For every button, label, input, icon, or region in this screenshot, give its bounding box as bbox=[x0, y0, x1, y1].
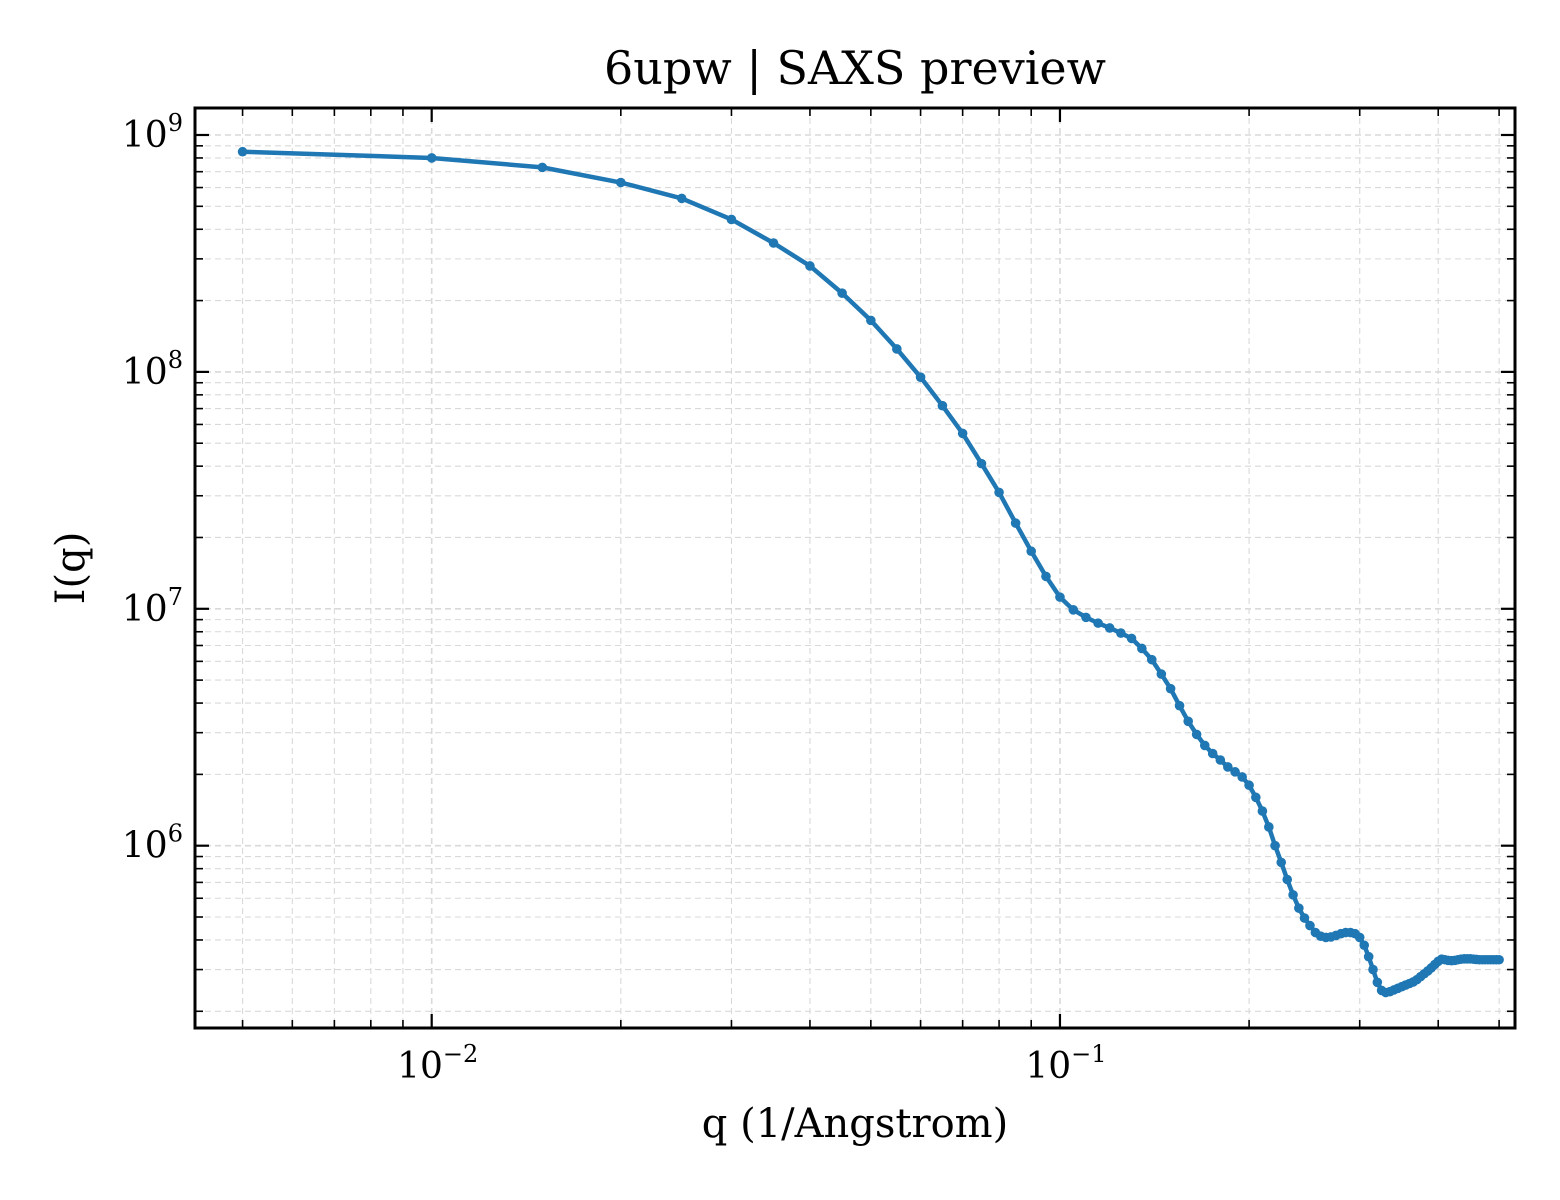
data-point bbox=[1041, 571, 1051, 582]
x-tick-label-exponent: −1 bbox=[1071, 1040, 1106, 1068]
y-tick-label: 109 bbox=[122, 109, 183, 156]
data-point bbox=[1251, 792, 1261, 803]
data-point bbox=[1264, 822, 1274, 832]
data-point bbox=[1215, 755, 1226, 765]
data-point bbox=[1244, 780, 1254, 791]
data-point bbox=[1199, 740, 1210, 751]
data-point bbox=[937, 400, 948, 411]
y-tick-label-base: 10 bbox=[122, 826, 168, 867]
data-point bbox=[676, 193, 687, 204]
y-tick-label-base: 10 bbox=[122, 352, 168, 393]
grid bbox=[195, 108, 1515, 1028]
data-point bbox=[1368, 964, 1378, 975]
data-point bbox=[1359, 940, 1370, 951]
data-point bbox=[976, 458, 987, 469]
data-point bbox=[1257, 806, 1268, 816]
data-point bbox=[1354, 932, 1365, 943]
axes-frame bbox=[193, 106, 1517, 1030]
x-axis-label: q (1/Angstrom) bbox=[702, 1101, 1008, 1147]
data-point bbox=[1174, 700, 1185, 711]
data-point bbox=[1288, 890, 1298, 900]
y-tick-label: 108 bbox=[122, 346, 183, 393]
data-point bbox=[994, 487, 1004, 498]
data-point bbox=[892, 344, 902, 354]
data-point bbox=[1116, 628, 1126, 638]
data-point bbox=[1270, 840, 1280, 851]
data-point bbox=[957, 428, 968, 439]
major-ticks bbox=[195, 108, 1515, 1028]
chart-title: 6upw | SAXS preview bbox=[604, 41, 1106, 95]
data-point bbox=[1207, 748, 1218, 759]
x-tick-label-base: 10 bbox=[397, 1046, 443, 1087]
data-point bbox=[1305, 920, 1315, 931]
data-point bbox=[1126, 633, 1137, 644]
minor-ticks bbox=[195, 108, 1515, 1028]
data-point bbox=[1093, 618, 1103, 628]
data-point bbox=[1146, 654, 1157, 665]
data-point bbox=[1010, 518, 1021, 528]
data-point bbox=[805, 261, 815, 271]
y-tick-label-exponent: 6 bbox=[168, 820, 183, 848]
y-tick-label: 107 bbox=[122, 583, 183, 630]
data-point bbox=[426, 153, 437, 163]
data-point bbox=[237, 146, 248, 157]
data-point bbox=[866, 315, 876, 326]
data-point bbox=[915, 372, 926, 382]
data-point bbox=[537, 162, 548, 173]
x-tick-label-exponent: −2 bbox=[443, 1040, 478, 1068]
data-point bbox=[1137, 643, 1147, 654]
data-point bbox=[1363, 951, 1374, 962]
data-point bbox=[1299, 913, 1310, 923]
data-point bbox=[726, 214, 737, 225]
data-point bbox=[1055, 592, 1065, 602]
data-point bbox=[1276, 857, 1287, 868]
y-tick-label: 106 bbox=[122, 820, 183, 867]
data-point bbox=[1191, 729, 1202, 740]
x-tick-label: 10−1 bbox=[1025, 1040, 1106, 1087]
data-point bbox=[1494, 954, 1504, 965]
data-point bbox=[1104, 623, 1115, 633]
data-point bbox=[616, 177, 626, 188]
x-tick-label-base: 10 bbox=[1025, 1046, 1071, 1087]
x-tick-labels: 10−2 10−1 bbox=[397, 1040, 1106, 1087]
data-point bbox=[1026, 546, 1037, 557]
data-point bbox=[1230, 767, 1240, 777]
y-tick-label-exponent: 7 bbox=[168, 583, 183, 611]
data-point bbox=[1372, 977, 1383, 988]
y-tick-label-exponent: 8 bbox=[168, 346, 183, 374]
data-point bbox=[1156, 669, 1167, 679]
series-layer bbox=[237, 146, 1504, 998]
data-point bbox=[1294, 903, 1304, 913]
data-point bbox=[1282, 874, 1293, 885]
y-tick-label-base: 10 bbox=[122, 589, 168, 630]
x-tick-label: 10−2 bbox=[397, 1040, 478, 1087]
data-point bbox=[1237, 772, 1247, 782]
data-point bbox=[1068, 605, 1079, 615]
y-tick-label-base: 10 bbox=[122, 115, 168, 156]
data-point bbox=[1165, 683, 1176, 694]
data-point bbox=[837, 288, 847, 298]
data-point bbox=[1081, 612, 1091, 623]
y-axis-label: I(q) bbox=[48, 532, 94, 605]
data-point bbox=[768, 238, 779, 248]
data-point bbox=[1183, 716, 1193, 727]
y-tick-label-exponent: 9 bbox=[168, 109, 183, 137]
data-point bbox=[1223, 762, 1233, 772]
